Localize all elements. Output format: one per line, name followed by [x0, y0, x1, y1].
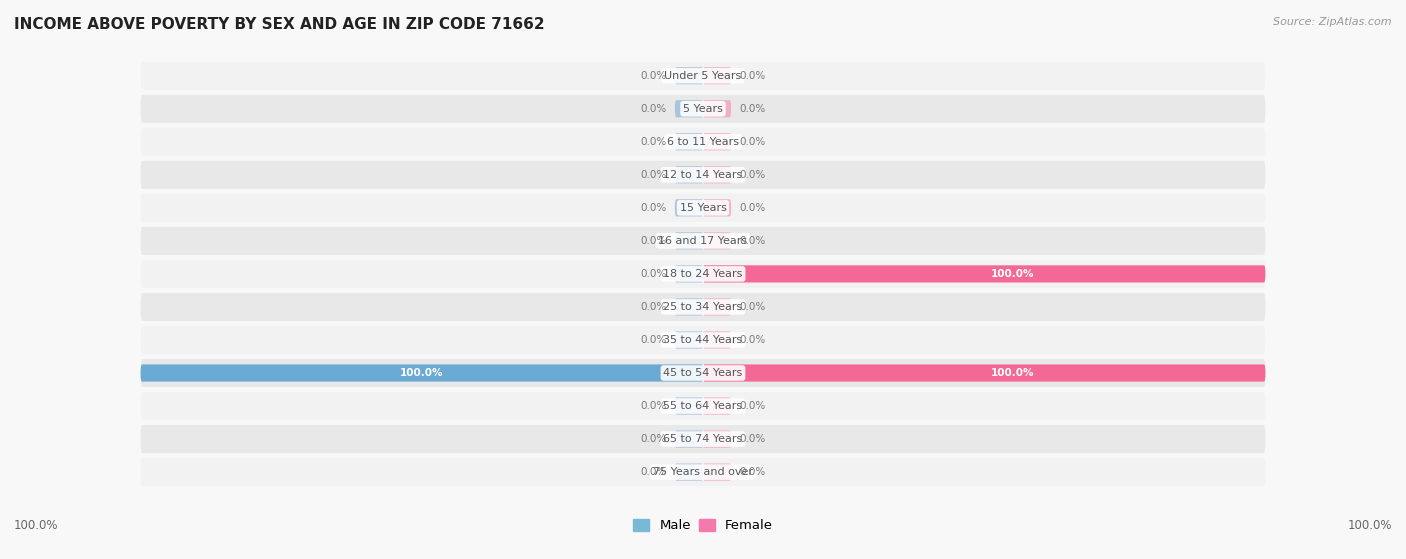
Text: 18 to 24 Years: 18 to 24 Years	[664, 269, 742, 279]
Text: 15 Years: 15 Years	[679, 203, 727, 213]
FancyBboxPatch shape	[675, 266, 703, 282]
Text: 0.0%: 0.0%	[640, 170, 666, 180]
FancyBboxPatch shape	[703, 233, 731, 249]
Text: 0.0%: 0.0%	[740, 104, 766, 113]
Text: 25 to 34 Years: 25 to 34 Years	[664, 302, 742, 312]
FancyBboxPatch shape	[141, 128, 1265, 156]
FancyBboxPatch shape	[675, 430, 703, 448]
FancyBboxPatch shape	[703, 397, 731, 415]
FancyBboxPatch shape	[703, 299, 731, 315]
Text: 35 to 44 Years: 35 to 44 Years	[664, 335, 742, 345]
FancyBboxPatch shape	[141, 392, 1265, 420]
Text: 100.0%: 100.0%	[1347, 519, 1392, 532]
Text: 0.0%: 0.0%	[640, 236, 666, 246]
Text: 55 to 64 Years: 55 to 64 Years	[664, 401, 742, 411]
FancyBboxPatch shape	[141, 359, 1265, 387]
Text: 65 to 74 Years: 65 to 74 Years	[664, 434, 742, 444]
FancyBboxPatch shape	[703, 133, 731, 150]
Text: 12 to 14 Years: 12 to 14 Years	[664, 170, 742, 180]
Text: Source: ZipAtlas.com: Source: ZipAtlas.com	[1274, 17, 1392, 27]
FancyBboxPatch shape	[703, 100, 731, 117]
FancyBboxPatch shape	[675, 397, 703, 415]
FancyBboxPatch shape	[703, 430, 731, 448]
FancyBboxPatch shape	[141, 194, 1265, 222]
Text: 0.0%: 0.0%	[640, 302, 666, 312]
FancyBboxPatch shape	[703, 463, 731, 481]
Text: 0.0%: 0.0%	[640, 335, 666, 345]
FancyBboxPatch shape	[675, 100, 703, 117]
FancyBboxPatch shape	[675, 331, 703, 349]
Text: 0.0%: 0.0%	[740, 467, 766, 477]
Text: 0.0%: 0.0%	[740, 203, 766, 213]
FancyBboxPatch shape	[703, 166, 731, 183]
FancyBboxPatch shape	[675, 166, 703, 183]
Text: 100.0%: 100.0%	[991, 269, 1033, 279]
FancyBboxPatch shape	[141, 425, 1265, 453]
FancyBboxPatch shape	[141, 227, 1265, 255]
Text: 0.0%: 0.0%	[640, 269, 666, 279]
Text: 0.0%: 0.0%	[640, 104, 666, 113]
Text: 5 Years: 5 Years	[683, 104, 723, 113]
Text: 100.0%: 100.0%	[14, 519, 59, 532]
FancyBboxPatch shape	[675, 233, 703, 249]
FancyBboxPatch shape	[141, 161, 1265, 189]
FancyBboxPatch shape	[141, 326, 1265, 354]
FancyBboxPatch shape	[141, 260, 1265, 288]
FancyBboxPatch shape	[675, 133, 703, 150]
FancyBboxPatch shape	[703, 364, 1265, 382]
FancyBboxPatch shape	[675, 463, 703, 481]
FancyBboxPatch shape	[703, 67, 731, 84]
FancyBboxPatch shape	[141, 364, 703, 382]
Legend: Male, Female: Male, Female	[627, 514, 779, 538]
Text: 0.0%: 0.0%	[640, 137, 666, 147]
FancyBboxPatch shape	[675, 199, 703, 216]
Text: 0.0%: 0.0%	[640, 203, 666, 213]
Text: 0.0%: 0.0%	[740, 170, 766, 180]
FancyBboxPatch shape	[675, 299, 703, 315]
FancyBboxPatch shape	[141, 293, 1265, 321]
Text: 0.0%: 0.0%	[740, 335, 766, 345]
Text: 0.0%: 0.0%	[740, 434, 766, 444]
Text: INCOME ABOVE POVERTY BY SEX AND AGE IN ZIP CODE 71662: INCOME ABOVE POVERTY BY SEX AND AGE IN Z…	[14, 17, 544, 32]
Text: 0.0%: 0.0%	[740, 137, 766, 147]
Text: 0.0%: 0.0%	[740, 236, 766, 246]
Text: 0.0%: 0.0%	[640, 467, 666, 477]
Text: 16 and 17 Years: 16 and 17 Years	[658, 236, 748, 246]
Text: 0.0%: 0.0%	[640, 71, 666, 80]
Text: 100.0%: 100.0%	[991, 368, 1033, 378]
FancyBboxPatch shape	[703, 331, 731, 349]
FancyBboxPatch shape	[141, 94, 1265, 123]
Text: 6 to 11 Years: 6 to 11 Years	[666, 137, 740, 147]
FancyBboxPatch shape	[703, 266, 1265, 282]
Text: 45 to 54 Years: 45 to 54 Years	[664, 368, 742, 378]
Text: 0.0%: 0.0%	[640, 434, 666, 444]
FancyBboxPatch shape	[703, 199, 731, 216]
Text: 100.0%: 100.0%	[401, 368, 443, 378]
FancyBboxPatch shape	[675, 67, 703, 84]
Text: 0.0%: 0.0%	[640, 401, 666, 411]
Text: 0.0%: 0.0%	[740, 71, 766, 80]
Text: 0.0%: 0.0%	[740, 302, 766, 312]
Text: Under 5 Years: Under 5 Years	[665, 71, 741, 80]
FancyBboxPatch shape	[141, 61, 1265, 90]
Text: 75 Years and over: 75 Years and over	[652, 467, 754, 477]
FancyBboxPatch shape	[141, 458, 1265, 486]
Text: 0.0%: 0.0%	[740, 401, 766, 411]
